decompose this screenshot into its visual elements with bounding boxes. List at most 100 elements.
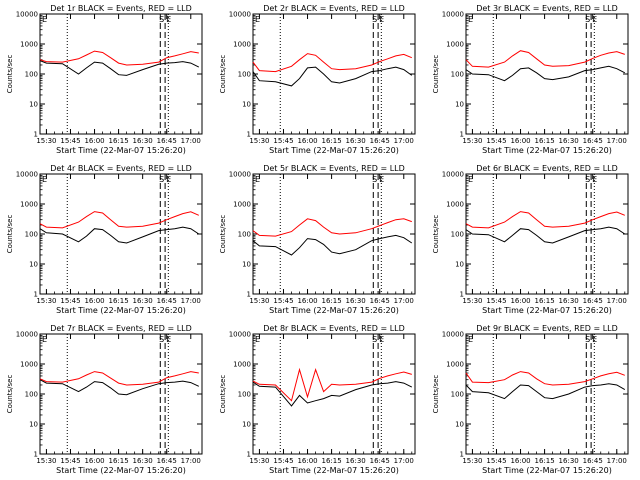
y-tick-label: 1000 bbox=[20, 41, 38, 49]
x-tick-label: 15:30 bbox=[462, 457, 482, 465]
x-tick-label: 15:45 bbox=[486, 457, 506, 465]
x-tick-label: 15:30 bbox=[462, 297, 482, 305]
x-tick-label: 17:00 bbox=[394, 137, 414, 145]
x-tick-label: 16:15 bbox=[535, 457, 555, 465]
x-tick-label: 16:30 bbox=[346, 297, 366, 305]
x-tick-label: 16:00 bbox=[84, 137, 104, 145]
events-series-line bbox=[465, 226, 626, 244]
x-tick-label: 17:00 bbox=[181, 137, 201, 145]
x-tick-label: 16:30 bbox=[346, 457, 366, 465]
y-tick-label: 100 bbox=[451, 391, 464, 399]
marker-label-start: E bbox=[255, 335, 260, 344]
events-series-line bbox=[39, 60, 200, 76]
y-tick-label: 10 bbox=[242, 421, 251, 429]
x-tick-label: 16:30 bbox=[133, 297, 153, 305]
lld-series-line bbox=[252, 218, 412, 237]
panel-title: Det 1r BLACK = Events, RED = LLD bbox=[50, 4, 192, 13]
marker-label-start: E bbox=[468, 335, 473, 344]
x-tick-label: 16:45 bbox=[583, 457, 603, 465]
y-tick-label: 10000 bbox=[16, 171, 38, 179]
x-tick-label: 16:00 bbox=[297, 297, 317, 305]
marker-label-sunrise: S bbox=[159, 335, 164, 344]
y-tick-label: 1 bbox=[34, 131, 38, 139]
detector-panel-5: Det 5r BLACK = Events, RED = LLD 1 10 100 10… bbox=[219, 164, 416, 315]
x-tick-label: 16:45 bbox=[157, 297, 177, 305]
marker-label-start: E bbox=[42, 335, 47, 344]
detector-panel-7: Det 7r BLACK = Events, RED = LLD 1 10 100 10… bbox=[6, 324, 203, 475]
marker-label-start: E bbox=[42, 15, 47, 24]
x-tick-label: 16:00 bbox=[84, 457, 104, 465]
plot-frame bbox=[465, 13, 629, 135]
y-tick-label: 10000 bbox=[229, 331, 251, 339]
x-axis-label: Start Time (22-Mar-07 15:26:20) bbox=[269, 466, 399, 475]
x-tick-label: 16:45 bbox=[157, 137, 177, 145]
y-tick-label: 100 bbox=[451, 231, 464, 239]
marker-label-start: E bbox=[255, 175, 260, 184]
detector-panel-8: Det 8r BLACK = Events, RED = LLD 1 10 100 10… bbox=[219, 324, 416, 475]
y-tick-label: 1 bbox=[460, 131, 464, 139]
y-axis-label: Counts/sec bbox=[432, 375, 440, 414]
y-tick-label: 10 bbox=[455, 101, 464, 109]
events-series-line bbox=[252, 66, 413, 87]
y-axis-label: Counts/sec bbox=[219, 215, 227, 254]
y-tick-label: 10 bbox=[455, 421, 464, 429]
x-tick-label: 17:00 bbox=[181, 457, 201, 465]
x-tick-label: 16:45 bbox=[583, 297, 603, 305]
x-axis-label: Start Time (22-Mar-07 15:26:20) bbox=[482, 146, 612, 155]
y-tick-label: 100 bbox=[451, 71, 464, 79]
x-tick-label: 17:00 bbox=[607, 457, 627, 465]
x-tick-label: 15:30 bbox=[249, 297, 269, 305]
panel-title: Det 8r BLACK = Events, RED = LLD bbox=[263, 324, 405, 333]
x-tick-label: 16:45 bbox=[370, 137, 390, 145]
x-tick-label: 16:15 bbox=[322, 137, 342, 145]
y-axis-label: Counts/sec bbox=[6, 55, 14, 94]
x-tick-label: 16:15 bbox=[109, 297, 129, 305]
y-tick-label: 100 bbox=[238, 71, 251, 79]
x-tick-label: 16:00 bbox=[510, 297, 530, 305]
y-tick-label: 10 bbox=[29, 101, 38, 109]
marker-label-sunrise: S bbox=[159, 175, 164, 184]
x-tick-label: 16:30 bbox=[133, 457, 153, 465]
y-axis-label: Counts/sec bbox=[219, 55, 227, 94]
y-tick-label: 10 bbox=[455, 261, 464, 269]
marker-label-eclipse: E bbox=[166, 175, 171, 184]
y-tick-label: 1000 bbox=[20, 201, 38, 209]
y-tick-label: 1 bbox=[460, 291, 464, 299]
marker-label-sunrise: S bbox=[372, 335, 377, 344]
y-tick-label: 10000 bbox=[229, 11, 251, 19]
y-tick-label: 1000 bbox=[233, 361, 251, 369]
x-tick-label: 17:00 bbox=[181, 297, 201, 305]
detector-panel-3: Det 3r BLACK = Events, RED = LLD 1 10 100 10… bbox=[432, 4, 629, 155]
y-tick-label: 10000 bbox=[442, 11, 464, 19]
x-tick-label: 16:15 bbox=[109, 137, 129, 145]
detector-panel-4: Det 4r BLACK = Events, RED = LLD 1 10 100 10… bbox=[6, 164, 203, 315]
y-tick-label: 100 bbox=[25, 231, 38, 239]
lld-series-line bbox=[39, 211, 200, 229]
lld-series-line bbox=[39, 371, 199, 386]
y-tick-label: 1 bbox=[34, 291, 38, 299]
y-tick-label: 1000 bbox=[233, 201, 251, 209]
y-tick-label: 1 bbox=[34, 451, 38, 459]
y-tick-label: 1 bbox=[247, 451, 251, 459]
marker-label-eclipse: E bbox=[379, 15, 384, 24]
marker-label-sunrise: S bbox=[372, 175, 377, 184]
x-tick-label: 17:00 bbox=[607, 137, 627, 145]
y-tick-label: 1000 bbox=[446, 201, 464, 209]
y-tick-label: 10 bbox=[242, 101, 251, 109]
marker-label-eclipse: E bbox=[592, 175, 597, 184]
x-tick-label: 15:30 bbox=[36, 137, 56, 145]
x-tick-label: 16:30 bbox=[559, 457, 579, 465]
y-tick-label: 10000 bbox=[442, 171, 464, 179]
x-tick-label: 16:00 bbox=[297, 457, 317, 465]
x-axis-label: Start Time (22-Mar-07 15:26:20) bbox=[269, 306, 399, 315]
y-tick-label: 10000 bbox=[16, 331, 38, 339]
x-axis-label: Start Time (22-Mar-07 15:26:20) bbox=[56, 146, 186, 155]
plot-frame bbox=[252, 333, 416, 455]
y-tick-label: 1000 bbox=[446, 361, 464, 369]
marker-label-eclipse: E bbox=[592, 335, 597, 344]
lld-series-line bbox=[39, 50, 199, 66]
events-series-line bbox=[465, 65, 626, 82]
x-tick-label: 16:45 bbox=[583, 137, 603, 145]
marker-label-eclipse: E bbox=[166, 335, 171, 344]
lld-series-line bbox=[465, 50, 625, 68]
